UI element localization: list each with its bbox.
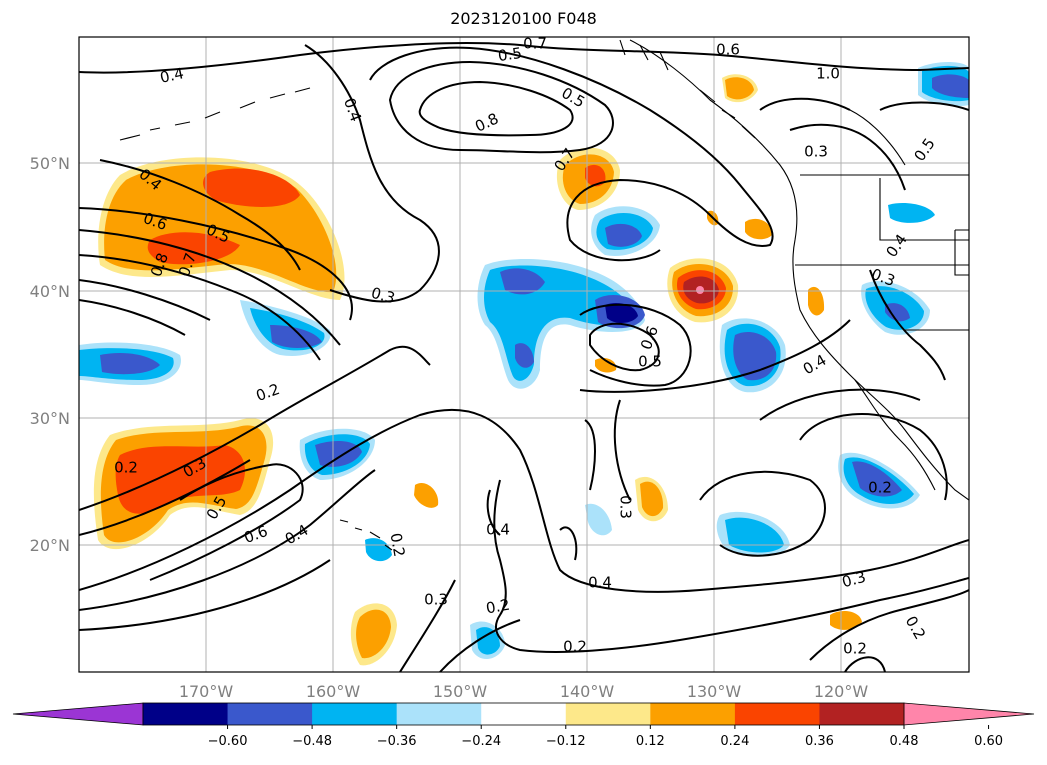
contour-label: 0.5 (497, 44, 523, 65)
colorbar-segment (734, 703, 820, 725)
contour-label: 0.3 (369, 284, 397, 308)
colorbar-frame (142, 702, 905, 726)
contour-label: 0.4 (158, 64, 185, 87)
colorbar-segment (312, 703, 398, 725)
positive-anomaly (115, 445, 245, 514)
colorbar-segment (819, 703, 905, 725)
longitude-labels: 170°W 160°W 150°W 140°W 130°W 120°W (179, 682, 869, 701)
colorbar-segment (565, 703, 651, 725)
contour-label: 0.2 (563, 638, 587, 656)
colorbar-tick-label: −0.48 (292, 734, 332, 749)
positive-anomaly (696, 286, 704, 294)
negative-anomaly (270, 325, 322, 348)
positive-anomaly (203, 168, 300, 207)
colorbar-tick-label: −0.60 (208, 734, 248, 749)
chart-title: 2023120100 F048 (450, 9, 597, 28)
negative-anomaly (605, 223, 642, 247)
contour-label: 0.4 (588, 574, 612, 592)
negative-anomaly (885, 303, 910, 322)
positive-anomaly (745, 218, 772, 240)
positive-anomaly (830, 610, 862, 630)
lon-label: 130°W (687, 682, 742, 701)
lon-label: 140°W (560, 682, 615, 701)
negative-anomaly (888, 203, 935, 223)
colorbar-tick-label: 0.60 (974, 734, 1003, 749)
coastlines (119, 39, 969, 551)
contour-label: 0.5 (638, 353, 662, 371)
positive-anomaly (414, 482, 439, 508)
negative-anomaly (500, 268, 545, 295)
contours (79, 42, 969, 672)
latitude-labels: 50°N 40°N 30°N 20°N (30, 154, 70, 555)
contour-label: 0.3 (424, 591, 448, 609)
colorbar-tick-label: −0.36 (377, 734, 417, 749)
gridlines (79, 37, 969, 672)
contour-label: 0.3 (840, 568, 868, 592)
positive-anomaly (808, 286, 825, 316)
negative-anomaly (725, 517, 784, 553)
contour-label: 0.3 (804, 143, 828, 161)
colorbar-extend-low (12, 702, 144, 726)
contour-label: 0.4 (486, 521, 510, 539)
contour-labels: 0.40.50.7 0.60.4 0.50.81.00.3 0.50.70.40.6 0… (114, 35, 939, 658)
positive-anomaly (595, 358, 617, 373)
colorbar-segment (227, 703, 313, 725)
contour-label: 0.3 (617, 495, 635, 519)
lon-label: 150°W (433, 682, 488, 701)
contour-label: 0.6 (716, 41, 740, 59)
positive-anomaly (356, 609, 391, 659)
positive-anomaly (147, 232, 240, 265)
plot-frame (78, 36, 970, 673)
colorbar-extend-high (903, 702, 1035, 726)
negative-anomaly (932, 74, 969, 98)
contour-label: 0.7 (523, 35, 547, 53)
colorbar-tick-label: −0.24 (461, 734, 501, 749)
colorbar-segment (650, 703, 736, 725)
positive-anomaly (640, 481, 664, 517)
colorbar-tick-label: 0.12 (636, 734, 665, 749)
colorbar-tick-label: 0.24 (720, 734, 749, 749)
negative-anomaly (605, 303, 638, 324)
contour-label: 0.2 (114, 459, 138, 477)
contour-label: 0.2 (387, 532, 409, 559)
contour-label: 1.0 (816, 65, 840, 83)
colorbar-segment (481, 703, 567, 725)
lon-label: 120°W (814, 682, 869, 701)
colorbar: −0.60 −0.48 −0.36 −0.24 −0.12 0.12 0.24 0.36 0.4… (12, 702, 1035, 749)
colorbar-segment (143, 703, 229, 725)
contour-label: 0.2 (843, 640, 867, 658)
contour-label: 0.2 (485, 596, 512, 618)
positive-anomaly (585, 164, 606, 187)
negative-anomaly (852, 461, 902, 497)
positive-anomaly (725, 77, 754, 100)
lat-label: 40°N (30, 282, 70, 301)
colorbar-tick-label: 0.48 (890, 734, 919, 749)
colorbar-segment (396, 703, 482, 725)
lon-label: 170°W (179, 682, 234, 701)
lat-label: 50°N (30, 154, 70, 173)
negative-anomaly (315, 440, 362, 467)
negative-anomaly (515, 343, 534, 368)
colorbar-tick-label: 0.36 (805, 734, 834, 749)
colorbar-tick-label: −0.12 (546, 734, 586, 749)
negative-anomaly (100, 353, 160, 375)
lat-label: 30°N (30, 409, 70, 428)
negative-anomaly (476, 627, 500, 655)
contour-label: 0.2 (868, 479, 892, 497)
negative-anomaly (365, 538, 392, 562)
negative-anomaly (585, 503, 612, 536)
lat-label: 20°N (30, 536, 70, 555)
lon-label: 160°W (306, 682, 361, 701)
